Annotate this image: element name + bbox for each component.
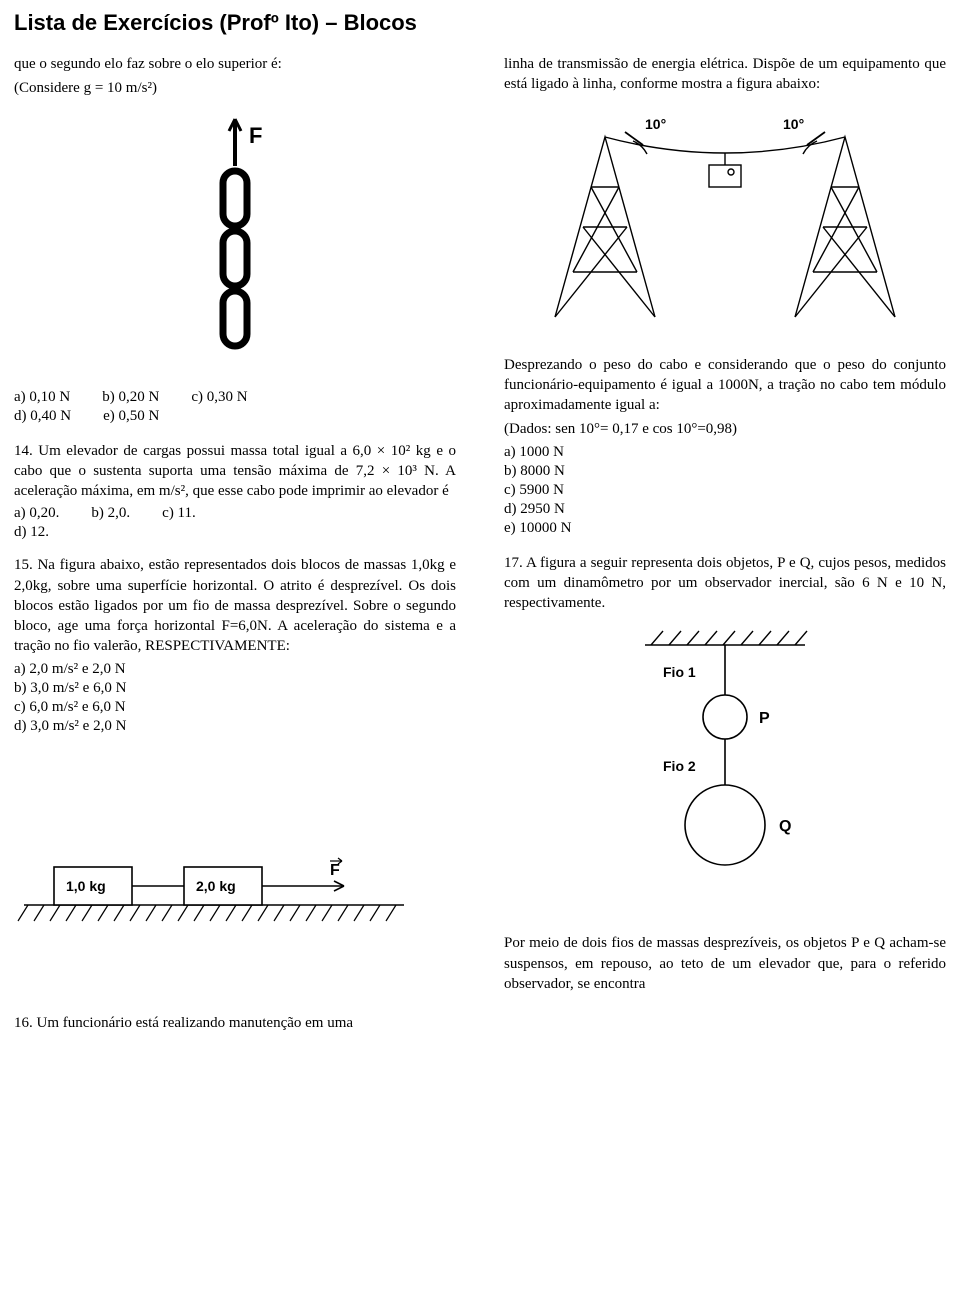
q-intro-line1: que o segundo elo faz sobre o elo superi… bbox=[14, 54, 456, 74]
q16-data: (Dados: sen 10°= 0,17 e cos 10°=0,98) bbox=[504, 419, 946, 439]
figure-two-blocks: 1,0 kg 2,0 kg F bbox=[14, 825, 456, 935]
page-title: Lista de Exercícios (Profº Ito) – Blocos bbox=[14, 10, 946, 36]
q16-opt-d: d) 2950 N bbox=[504, 501, 946, 518]
p-label: P bbox=[759, 710, 770, 727]
right-column: linha de transmissão de energia elétrica… bbox=[504, 54, 946, 1037]
q14-opt-c: c) 11. bbox=[162, 505, 196, 522]
q-label: Q bbox=[779, 818, 791, 835]
q14-text: 14. Um elevador de cargas possui massa t… bbox=[14, 441, 456, 502]
q13-options-row1: a) 0,10 N b) 0,20 N c) 0,30 N bbox=[14, 389, 456, 406]
q14-opt-a: a) 0,20. bbox=[14, 505, 59, 522]
figure-towers: 10° 10° bbox=[504, 107, 946, 337]
q16-opt-a: a) 1000 N bbox=[504, 444, 946, 461]
angle-right-label: 10° bbox=[783, 116, 804, 132]
q13-opt-a: a) 0,10 N bbox=[14, 389, 70, 406]
q14-opt-b: b) 2,0. bbox=[91, 505, 130, 522]
q13-opt-d: d) 0,40 N bbox=[14, 408, 71, 425]
q13-opt-c: c) 0,30 N bbox=[191, 389, 247, 406]
left-column: que o segundo elo faz sobre o elo superi… bbox=[14, 54, 456, 1037]
fio1-label: Fio 1 bbox=[663, 664, 696, 680]
figure-chain: F bbox=[14, 111, 456, 371]
q15-opt-c: c) 6,0 m/s² e 6,0 N bbox=[14, 699, 456, 716]
q15-text: 15. Na figura abaixo, estão representado… bbox=[14, 555, 456, 656]
angle-left-label: 10° bbox=[645, 116, 666, 132]
q13-options-row2: d) 0,40 N e) 0,50 N bbox=[14, 408, 456, 425]
force-F-label: F bbox=[330, 862, 340, 879]
q15-opt-b: b) 3,0 m/s² e 6,0 N bbox=[14, 680, 456, 697]
q15-opt-a: a) 2,0 m/s² e 2,0 N bbox=[14, 661, 456, 678]
figure-pq: Fio 1 Fio 2 P Q bbox=[504, 625, 946, 885]
block2-label: 2,0 kg bbox=[196, 878, 236, 894]
q16-intro-right: linha de transmissão de energia elétrica… bbox=[504, 54, 946, 95]
q17-text: 17. A figura a seguir representa dois ob… bbox=[504, 553, 946, 614]
chain-force-label: F bbox=[249, 123, 262, 148]
q16-opt-e: e) 10000 N bbox=[504, 520, 946, 537]
two-column-layout: que o segundo elo faz sobre o elo superi… bbox=[14, 54, 946, 1037]
q16-options: a) 1000 N b) 8000 N c) 5900 N d) 2950 N … bbox=[504, 444, 946, 537]
q16-opt-c: c) 5900 N bbox=[504, 482, 946, 499]
q13-opt-b: b) 0,20 N bbox=[102, 389, 159, 406]
q14-options-row1: a) 0,20. b) 2,0. c) 11. bbox=[14, 505, 456, 522]
q15-opt-d: d) 3,0 m/s² e 2,0 N bbox=[14, 718, 456, 735]
q15-options: a) 2,0 m/s² e 2,0 N b) 3,0 m/s² e 6,0 N … bbox=[14, 661, 456, 735]
q16-opt-b: b) 8000 N bbox=[504, 463, 946, 480]
q16-body: Desprezando o peso do cabo e considerand… bbox=[504, 355, 946, 416]
q14-opt-d: d) 12. bbox=[14, 524, 456, 541]
q16-partial: 16. Um funcionário está realizando manut… bbox=[14, 1013, 456, 1033]
q-intro-line2: (Considere g = 10 m/s²) bbox=[14, 78, 456, 98]
q17-continuation: Por meio de dois fios de massas desprezí… bbox=[504, 933, 946, 994]
block1-label: 1,0 kg bbox=[66, 878, 106, 894]
q13-opt-e: e) 0,50 N bbox=[103, 408, 159, 425]
fio2-label: Fio 2 bbox=[663, 758, 696, 774]
